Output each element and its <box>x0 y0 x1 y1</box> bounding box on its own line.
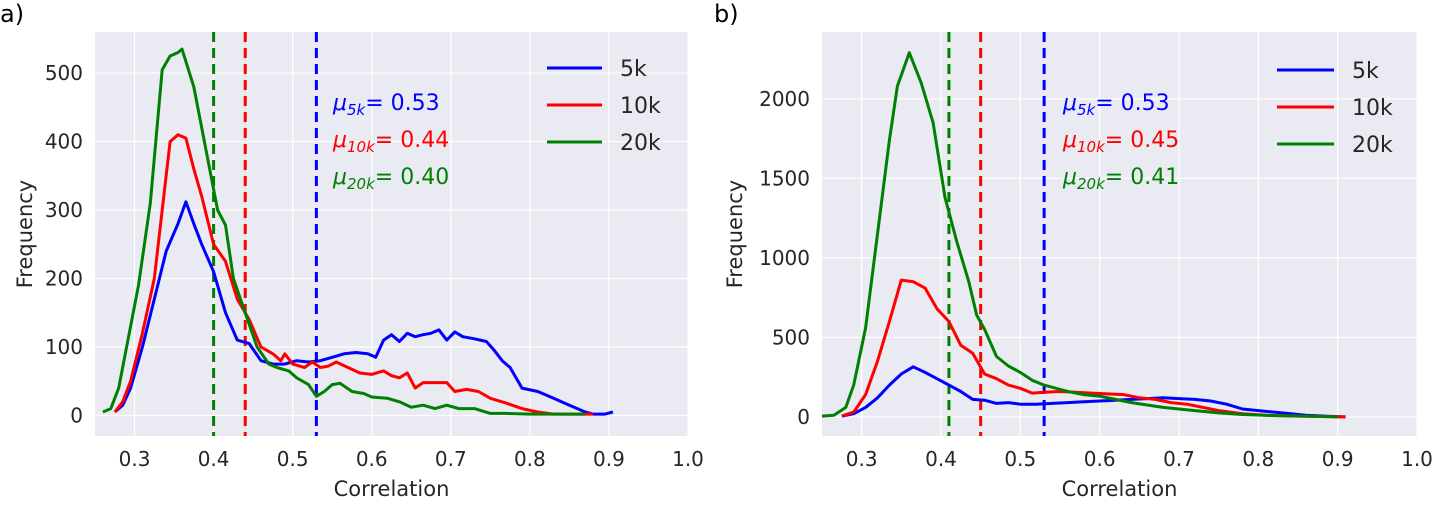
mean-value: = 0.45 <box>1105 128 1179 153</box>
x-tick-label: 1.0 <box>672 447 704 471</box>
x-tick-label: 0.9 <box>593 447 625 471</box>
series-line-20k <box>821 51 1338 419</box>
x-tick-label: 0.4 <box>925 447 957 471</box>
series-line-5k <box>113 200 614 416</box>
x-tick-label: 0.5 <box>277 447 309 471</box>
x-tick-label: 0.5 <box>1004 447 1036 471</box>
mean-symbol: μ <box>1062 128 1077 153</box>
legend-label-20k: 20k <box>620 131 661 156</box>
series-line-10k <box>841 278 1346 419</box>
x-tick-label: 0.4 <box>198 447 230 471</box>
mean-symbol: μ <box>332 165 347 190</box>
plot-area <box>95 32 688 436</box>
mean-symbol: μ <box>332 91 347 116</box>
series-line-20k <box>102 47 586 416</box>
y-tick-label: 1000 <box>759 246 810 270</box>
mean-value: = 0.53 <box>365 91 439 116</box>
mean-subscript: 10k <box>347 138 376 156</box>
mean-subscript: 20k <box>347 175 376 193</box>
x-axis-label: Correlation <box>334 477 450 501</box>
x-axis-label: Correlation <box>1062 477 1178 501</box>
y-tick-label: 500 <box>772 325 810 349</box>
y-tick-label: 400 <box>45 130 83 154</box>
y-axis-label: Frequency <box>13 180 37 289</box>
x-tick-label: 0.7 <box>435 447 467 471</box>
legend-label-10k: 10k <box>1352 96 1393 121</box>
panel-label: a) <box>0 0 24 28</box>
chart-panel-a: 0.3 0.4 0.5 0.6 0.7 0.8 0.9 1.0 0 100 200 300 400 500… <box>0 0 704 501</box>
mean-annotation-20k: μ20k= 0.41 <box>1062 165 1179 193</box>
mean-symbol: μ <box>1062 91 1077 116</box>
legend-label-20k: 20k <box>1352 133 1393 158</box>
y-tick-label: 1500 <box>759 166 810 190</box>
x-tick-label: 0.9 <box>1322 447 1354 471</box>
y-tick-label: 0 <box>70 403 83 427</box>
x-tick-label: 1.0 <box>1401 447 1433 471</box>
mean-annotation-20k: μ20k= 0.40 <box>332 165 449 193</box>
legend-label-10k: 10k <box>620 94 661 119</box>
mean-value: = 0.41 <box>1105 165 1179 190</box>
y-tick-label: 500 <box>45 61 83 85</box>
series-line-10k <box>113 133 594 416</box>
mean-subscript: 5k <box>1077 101 1097 119</box>
x-tick-label: 0.8 <box>1242 447 1274 471</box>
panel-label: b) <box>714 0 739 28</box>
y-tick-label: 300 <box>45 198 83 222</box>
mean-value: = 0.40 <box>375 165 449 190</box>
x-tick-label: 0.3 <box>846 447 878 471</box>
mean-subscript: 20k <box>1077 175 1106 193</box>
x-tick-label: 0.8 <box>514 447 546 471</box>
mean-symbol: μ <box>332 128 347 153</box>
mean-annotation-5k: μ5k= 0.53 <box>332 91 440 119</box>
mean-annotation-10k: μ10k= 0.44 <box>332 128 449 156</box>
y-tick-label: 0 <box>797 405 810 429</box>
y-tick-label: 200 <box>45 267 83 291</box>
mean-subscript: 10k <box>1077 138 1106 156</box>
x-tick-label: 0.3 <box>119 447 151 471</box>
series-line-5k <box>841 365 1346 419</box>
y-tick-label: 100 <box>45 335 83 359</box>
y-tick-label: 2000 <box>759 87 810 111</box>
x-tick-label: 0.6 <box>1084 447 1116 471</box>
x-tick-label: 0.6 <box>356 447 388 471</box>
y-axis-label: Frequency <box>723 180 747 289</box>
mean-value: = 0.44 <box>375 128 449 153</box>
legend-label-5k: 5k <box>1352 59 1379 84</box>
mean-symbol: μ <box>1062 165 1077 190</box>
legend-label-5k: 5k <box>620 57 647 82</box>
mean-subscript: 5k <box>347 101 367 119</box>
mean-annotation-5k: μ5k= 0.53 <box>1062 91 1170 119</box>
x-tick-label: 0.7 <box>1163 447 1195 471</box>
mean-value: = 0.53 <box>1095 91 1169 116</box>
mean-annotation-10k: μ10k= 0.45 <box>1062 128 1179 156</box>
chart-panel-b: 0.3 0.4 0.5 0.6 0.7 0.8 0.9 1.0 0 500 1000 1500 2000… <box>714 0 1433 501</box>
